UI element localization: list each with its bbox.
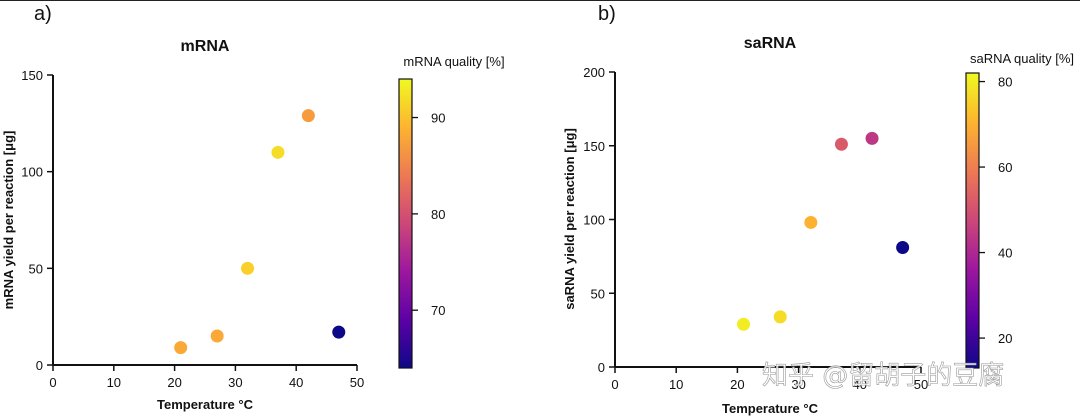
colorbar-title: mRNA quality [%] <box>403 54 504 69</box>
y-axis-label: saRNA yield per reaction [μg] <box>562 128 577 310</box>
x-tick-label: 40 <box>289 375 303 390</box>
data-point <box>804 215 818 229</box>
chart-mrna: mRNA 0 10 20 30 40 50 0 50 100 150 Temperature °C… <box>1 38 505 412</box>
data-point <box>271 145 285 159</box>
data-points <box>737 131 910 331</box>
y-tick-label: 0 <box>598 360 605 375</box>
data-point <box>174 341 188 355</box>
y-tick-label: 100 <box>21 165 43 180</box>
data-point <box>301 109 315 123</box>
colorbar-tick-label: 20 <box>998 331 1012 346</box>
data-point <box>865 131 879 145</box>
data-point <box>737 317 751 331</box>
colorbar-tick-label: 90 <box>431 111 445 126</box>
chart-sarna: saRNA 0 10 20 30 40 50 0 50 100 150 200 Temperatur… <box>562 35 1074 416</box>
data-point <box>896 241 910 255</box>
chart-title: saRNA <box>744 35 797 52</box>
y-axis-label: mRNA yield per reaction [μg] <box>1 131 16 310</box>
top-border-line <box>0 0 1080 1</box>
x-tick-label: 0 <box>611 377 618 392</box>
x-axis-label: Temperature °C <box>722 401 819 416</box>
y-tick-label: 0 <box>36 358 43 373</box>
x-tick-label: 40 <box>853 377 867 392</box>
y-tick-label: 150 <box>583 139 605 154</box>
colorbar-tick-label: 40 <box>998 246 1012 261</box>
watermark-text: 知乎 @留胡子的豆腐 <box>762 361 1004 391</box>
colorbar: 20 40 60 80 <box>965 72 1012 369</box>
y-tick-label: 50 <box>591 286 605 301</box>
x-tick-label: 50 <box>350 375 364 390</box>
y-tick-label: 200 <box>583 65 605 80</box>
panel-label-b: b) <box>598 3 616 25</box>
data-point <box>834 137 848 151</box>
chart-title: mRNA <box>181 38 230 55</box>
axes: 0 10 20 30 40 50 0 50 100 150 200 <box>583 65 928 392</box>
axes: 0 10 20 30 40 50 0 50 100 150 <box>21 68 364 390</box>
y-tick-label: 150 <box>21 68 43 83</box>
y-tick-label: 50 <box>29 261 43 276</box>
data-point <box>773 310 787 324</box>
y-tick-label: 100 <box>583 213 605 228</box>
colorbar: 70 80 90 <box>398 78 445 369</box>
colorbar-title: saRNA quality [%] <box>970 51 1074 66</box>
x-tick-label: 10 <box>669 377 683 392</box>
data-points <box>174 109 346 355</box>
colorbar-gradient <box>965 72 980 369</box>
x-tick-label: 20 <box>730 377 744 392</box>
data-point <box>210 329 224 343</box>
x-tick-label: 30 <box>228 375 242 390</box>
colorbar-tick-label: 80 <box>998 75 1012 90</box>
x-tick-label: 20 <box>167 375 181 390</box>
data-point <box>332 325 346 339</box>
colorbar-tick-label: 80 <box>431 207 445 222</box>
colorbar-tick-label: 70 <box>431 303 445 318</box>
x-axis-label: Temperature °C <box>157 397 254 412</box>
data-point <box>241 261 255 275</box>
colorbar-gradient <box>398 78 413 369</box>
panel-label-a: a) <box>34 3 52 25</box>
x-tick-label: 50 <box>914 377 928 392</box>
x-tick-label: 10 <box>107 375 121 390</box>
x-tick-label: 0 <box>49 375 56 390</box>
x-tick-label: 30 <box>791 377 805 392</box>
colorbar-tick-label: 60 <box>998 160 1012 175</box>
